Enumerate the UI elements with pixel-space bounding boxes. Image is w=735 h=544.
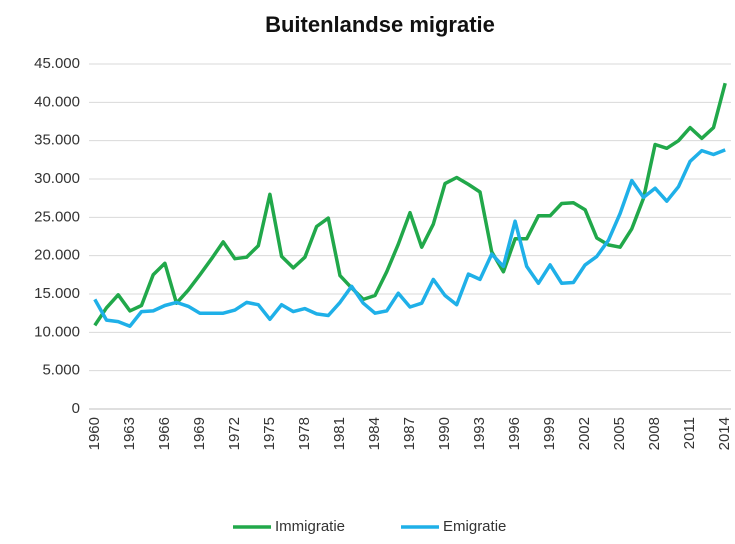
y-tick-label: 40.000 <box>34 93 80 110</box>
x-tick-label: 1969 <box>191 417 208 450</box>
x-tick-label: 1990 <box>436 417 453 450</box>
y-tick-label: 10.000 <box>34 323 80 340</box>
y-tick-label: 20.000 <box>34 247 80 264</box>
y-tick-label: 35.000 <box>34 132 80 149</box>
x-tick-label: 1966 <box>156 417 173 450</box>
x-tick-label: 1981 <box>331 417 348 450</box>
legend-label: Emigratie <box>443 518 506 535</box>
x-tick-label: 1975 <box>261 417 278 450</box>
x-tick-label: 2008 <box>646 417 663 450</box>
y-tick-label: 30.000 <box>34 170 80 187</box>
x-tick-label: 1984 <box>366 417 383 450</box>
y-tick-label: 0 <box>72 400 80 417</box>
y-tick-label: 15.000 <box>34 285 80 302</box>
x-tick-label: 2011 <box>681 417 698 449</box>
x-tick-label: 2002 <box>576 417 593 450</box>
x-tick-label: 1978 <box>296 417 313 450</box>
series-line <box>93 82 727 327</box>
x-tick-label: 2005 <box>611 417 628 450</box>
legend-label: Immigratie <box>275 518 345 535</box>
y-tick-label: 45.000 <box>34 55 80 72</box>
y-tick-label: 25.000 <box>34 208 80 225</box>
chart-title: Buitenlandse migratie <box>265 12 495 37</box>
x-tick-label: 1960 <box>86 417 103 450</box>
x-tick-label: 1963 <box>121 417 138 450</box>
x-tick-label: 1996 <box>506 417 523 450</box>
x-tick-label: 1972 <box>226 417 243 450</box>
x-tick-label: 1999 <box>541 417 558 450</box>
x-tick-label: 2014 <box>716 417 733 450</box>
x-tick-label: 1993 <box>471 417 488 450</box>
x-tick-label: 1987 <box>401 417 418 450</box>
series-line <box>93 148 726 328</box>
y-tick-label: 5.000 <box>42 362 80 379</box>
